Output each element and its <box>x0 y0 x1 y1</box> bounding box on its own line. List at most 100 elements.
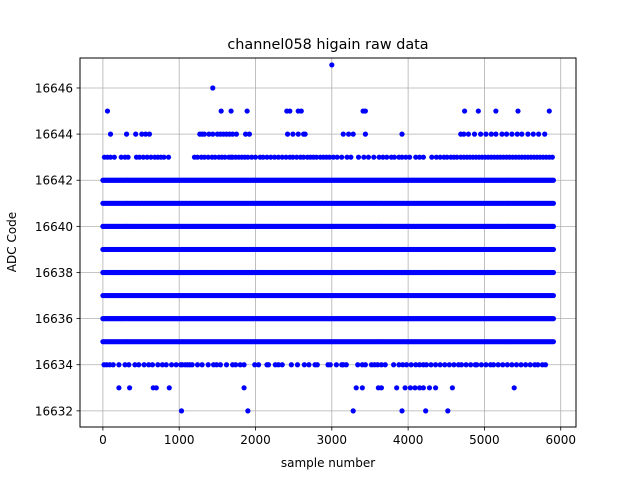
data-point <box>416 385 423 391</box>
data-point <box>454 154 460 160</box>
data-point <box>399 154 405 160</box>
data-point <box>461 131 467 137</box>
data-point <box>550 200 557 206</box>
data-point <box>139 131 145 137</box>
data-point <box>287 108 293 114</box>
y-tick-label: 16646 <box>35 81 73 95</box>
data-point <box>407 385 414 391</box>
data-point <box>210 131 216 137</box>
data-point <box>382 362 388 368</box>
data-point <box>146 131 153 137</box>
data-point <box>465 131 472 137</box>
data-point <box>378 362 385 368</box>
data-point <box>445 408 451 414</box>
data-point <box>542 131 548 137</box>
data-point <box>499 131 505 137</box>
data-point <box>206 131 212 137</box>
data-point <box>493 108 499 114</box>
data-point <box>329 62 335 68</box>
data-point <box>155 362 161 368</box>
data-point <box>326 154 333 160</box>
data-point <box>423 408 429 414</box>
data-point <box>446 362 452 368</box>
data-point <box>550 316 557 322</box>
data-point <box>535 362 541 368</box>
x-tick-label: 3000 <box>317 433 348 447</box>
data-point <box>495 362 501 368</box>
data-point <box>228 108 234 114</box>
data-point <box>511 385 517 391</box>
data-point <box>549 154 555 160</box>
data-point <box>249 154 255 160</box>
data-point <box>330 154 336 160</box>
data-point <box>348 154 354 160</box>
data-point <box>268 154 274 160</box>
data-point <box>161 154 167 160</box>
data-point <box>412 385 418 391</box>
data-point <box>194 362 201 368</box>
data-point <box>350 131 356 137</box>
data-point <box>413 362 419 368</box>
data-point <box>339 154 345 160</box>
data-point <box>509 131 515 137</box>
data-point <box>230 131 236 137</box>
data-point <box>122 362 128 368</box>
data-point <box>550 223 557 229</box>
data-point <box>205 154 211 160</box>
data-point <box>391 362 397 368</box>
data-point <box>362 131 368 137</box>
y-tick-label: 16642 <box>35 174 73 188</box>
data-point <box>519 131 525 137</box>
data-point <box>380 154 386 160</box>
data-point <box>302 131 308 137</box>
data-point <box>550 339 557 345</box>
data-point <box>407 154 413 160</box>
data-point <box>275 154 281 160</box>
data-point <box>375 362 381 368</box>
data-point <box>399 131 405 137</box>
y-tick-label: 16634 <box>35 358 73 372</box>
x-tick-label: 2000 <box>240 433 271 447</box>
data-point <box>340 131 346 137</box>
data-point <box>201 154 207 160</box>
data-point <box>546 108 552 114</box>
data-point <box>306 362 312 368</box>
y-tick-label: 16636 <box>35 312 73 326</box>
data-point <box>104 108 111 114</box>
data-point <box>394 385 400 391</box>
data-point <box>110 362 116 368</box>
data-point <box>218 108 224 114</box>
data-point <box>371 154 377 160</box>
data-point <box>420 154 426 160</box>
data-point <box>550 292 557 299</box>
data-point <box>451 362 457 368</box>
x-tick-label: 5000 <box>469 433 500 447</box>
data-point <box>353 385 359 391</box>
data-point <box>355 362 361 368</box>
data-point <box>344 154 350 160</box>
x-tick-label: 6000 <box>545 433 576 447</box>
x-tick-label: 4000 <box>393 433 424 447</box>
data-point <box>346 131 352 137</box>
data-point <box>294 154 300 160</box>
data-point <box>416 154 423 160</box>
data-point <box>245 154 251 160</box>
data-point <box>355 154 362 160</box>
data-point <box>149 362 156 368</box>
data-point <box>378 385 385 391</box>
data-point <box>493 131 499 137</box>
data-point <box>437 154 443 160</box>
data-point <box>400 362 406 368</box>
data-point <box>163 362 169 368</box>
data-point <box>126 362 132 368</box>
y-axis-ticks: 16632 16634 16636 16638 16640 16642 16644 16646 <box>35 81 80 418</box>
data-point <box>399 408 405 414</box>
data-point <box>201 131 207 137</box>
data-point <box>301 362 307 368</box>
data-point <box>523 362 529 368</box>
data-point <box>420 385 426 391</box>
data-point <box>463 362 469 368</box>
data-point <box>376 154 382 160</box>
data-point <box>283 154 289 160</box>
data-point <box>478 131 484 137</box>
